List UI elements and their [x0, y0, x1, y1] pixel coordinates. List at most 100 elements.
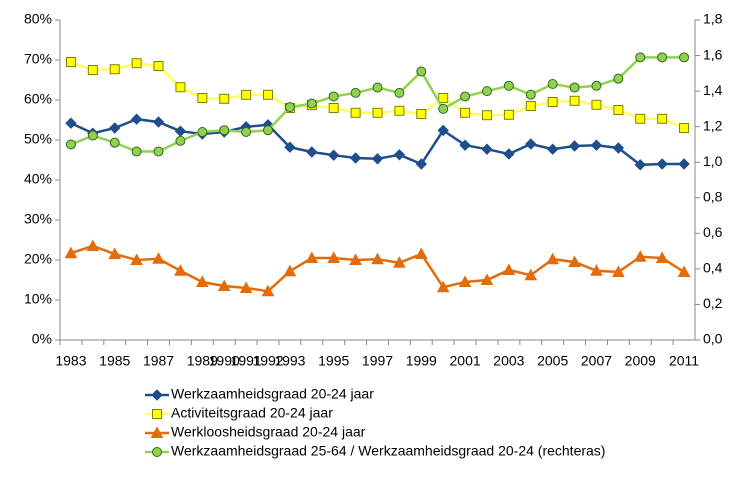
data-point	[677, 265, 691, 277]
data-point	[86, 239, 100, 251]
legend-label: Werkzaamheidsgraad 25-64 / Werkzaamheids…	[171, 443, 605, 459]
data-point	[87, 130, 98, 141]
data-point	[197, 93, 208, 103]
data-point	[153, 146, 164, 157]
y2-tick-label: 0,2	[703, 295, 723, 311]
data-point	[175, 82, 186, 93]
data-point	[109, 122, 121, 134]
data-point	[437, 124, 449, 137]
data-point	[328, 103, 339, 113]
x-tick-label: 1991	[231, 353, 262, 369]
data-point	[372, 107, 383, 118]
data-point	[350, 107, 361, 118]
data-point	[568, 140, 581, 152]
y2-tick-label: 0,0	[703, 331, 723, 347]
data-point	[635, 113, 646, 124]
data-point	[284, 141, 296, 153]
x-tick-label: 1999	[406, 353, 437, 369]
data-point	[590, 264, 603, 276]
x-tick-label: 2011	[669, 353, 699, 369]
data-point	[460, 91, 471, 102]
data-point	[108, 247, 122, 259]
data-point	[349, 253, 362, 265]
x-tick-label: 2003	[493, 353, 524, 369]
x-tick-label: 1992	[252, 353, 283, 369]
y2-tick-label: 1,6	[703, 46, 723, 62]
x-tick-label: 1995	[318, 353, 349, 369]
data-point	[65, 117, 77, 129]
data-point	[481, 110, 492, 121]
data-point	[371, 153, 384, 165]
data-point	[525, 101, 536, 111]
data-point	[394, 105, 405, 116]
data-point	[612, 142, 625, 154]
data-point	[635, 52, 646, 63]
data-point	[459, 139, 471, 151]
data-point	[460, 107, 471, 118]
y-tick-label: 10%	[24, 291, 52, 307]
y2-tick-label: 0,4	[703, 260, 723, 276]
data-point	[591, 80, 602, 91]
data-point	[416, 109, 427, 119]
data-point	[371, 252, 384, 265]
data-point	[657, 52, 668, 63]
data-point	[349, 152, 362, 164]
data-point	[175, 135, 186, 146]
data-point	[480, 273, 494, 285]
data-point	[634, 159, 646, 171]
data-point	[152, 252, 165, 264]
data-point	[305, 251, 319, 263]
data-point	[591, 99, 602, 110]
series-line	[70, 60, 685, 130]
data-point	[261, 284, 275, 297]
x-tick-label: 1997	[362, 353, 393, 369]
data-point	[153, 61, 164, 71]
data-point	[481, 86, 492, 97]
data-point	[656, 158, 668, 170]
x-tick-label: 1987	[143, 353, 174, 369]
y-tick-label: 20%	[24, 251, 52, 267]
x-tick-label: 2001	[450, 353, 481, 369]
y-tick-label: 40%	[24, 171, 52, 187]
data-point	[416, 66, 427, 77]
data-point	[613, 73, 624, 84]
data-point	[109, 64, 120, 75]
data-point	[633, 250, 647, 262]
x-tick-label: 1989	[187, 353, 218, 369]
data-point	[306, 146, 318, 158]
data-point	[655, 251, 669, 263]
data-point	[241, 127, 252, 137]
y2-tick-label: 0,6	[703, 224, 723, 240]
x-tick-label: 2009	[625, 353, 656, 369]
data-point	[263, 125, 274, 136]
legend-label: Activiteitsgraad 20-24 jaar	[171, 405, 333, 421]
y-tick-label: 80%	[24, 11, 52, 27]
y-tick-label: 60%	[24, 91, 52, 107]
data-point	[306, 98, 317, 109]
x-tick-label: 1993	[274, 353, 305, 369]
data-point	[458, 275, 472, 287]
data-point	[415, 158, 428, 170]
data-point	[328, 91, 339, 102]
data-point	[393, 149, 406, 161]
data-point	[414, 247, 428, 259]
data-point	[569, 82, 580, 93]
data-point	[678, 158, 690, 170]
data-point	[219, 93, 230, 104]
data-point	[131, 58, 142, 69]
data-point	[502, 263, 516, 275]
data-point	[569, 95, 580, 106]
data-point	[174, 125, 187, 137]
data-point	[481, 143, 493, 155]
data-point	[327, 251, 341, 263]
y2-tick-label: 0,8	[703, 188, 723, 204]
y-tick-label: 50%	[24, 131, 52, 147]
y2-tick-label: 1,4	[703, 82, 723, 98]
data-point	[131, 146, 142, 157]
data-point	[612, 265, 625, 277]
data-point	[613, 105, 624, 115]
data-point	[546, 252, 560, 265]
data-point	[503, 80, 514, 91]
data-point	[284, 102, 295, 113]
